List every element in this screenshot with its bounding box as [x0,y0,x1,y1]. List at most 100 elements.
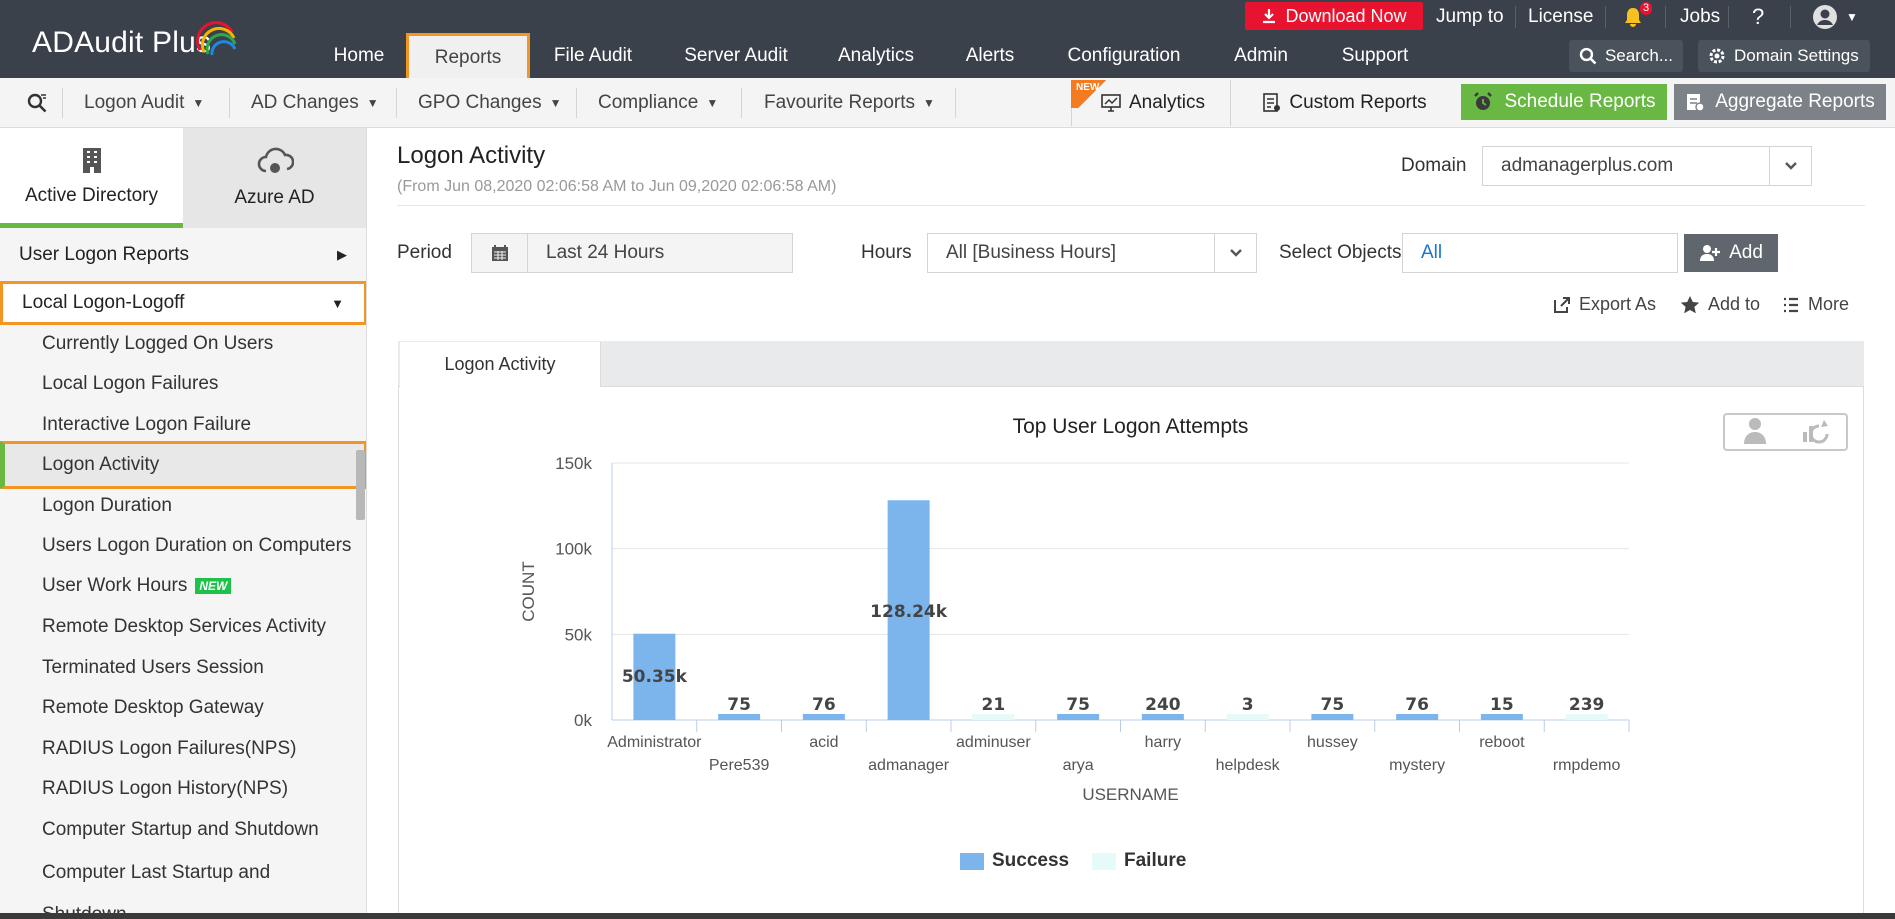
search-label: Search... [1604,46,1673,65]
legend-success[interactable]: Success [960,850,1069,872]
data-label: 15 [1490,695,1514,715]
sidebar-item-remote-desktop-gateway[interactable]: Remote Desktop Gateway [42,697,264,718]
subnav-gpo-changes[interactable]: GPO Changes ▼ [418,78,561,128]
chart-toolbar [1723,413,1848,451]
jobs-link[interactable]: Jobs [1680,6,1721,27]
nav-file-audit[interactable]: File Audit [553,45,633,66]
period-select[interactable]: Last 24 Hours [471,233,793,273]
x-tick-label: mystery [1389,757,1445,774]
nav-server-audit[interactable]: Server Audit [684,45,788,66]
section-local-logon-logoff[interactable]: Local Logon-Logoff ▼ [0,281,366,325]
chart-type-toggle-icon[interactable] [1801,416,1831,449]
more-button[interactable]: More [1782,294,1849,315]
user-view-icon[interactable] [1740,416,1770,449]
export-icon [1554,296,1570,313]
subnav-ad-changes[interactable]: AD Changes ▼ [251,78,379,128]
legend-swatch-success [960,852,984,870]
user-avatar-icon[interactable]: ▼ [1812,0,1858,34]
sidebar-item-radius-logon-history[interactable]: RADIUS Logon History(NPS) [42,778,289,799]
sidebar-item-logon-activity[interactable]: Logon Activity [42,454,160,475]
x-tick-label: acid [809,734,838,751]
legend-failure[interactable]: Failure [1092,850,1186,872]
nav-admin[interactable]: Admin [1234,45,1288,66]
subnav-favourite-reports[interactable]: Favourite Reports ▼ [764,78,935,128]
custom-reports-tab[interactable]: Custom Reports [1262,80,1428,126]
sidebar-item-logon-duration[interactable]: Logon Duration [42,495,172,516]
new-badge: NEW [195,578,232,594]
caret-down-icon: ▼ [549,96,562,110]
download-now-button[interactable]: Download Now [1245,2,1423,30]
building-icon [82,147,101,173]
bar-success [887,500,930,720]
sidebar: Active Directory Azure AD User Logon Rep… [0,128,367,919]
download-label: Download Now [1285,5,1407,26]
subnav-label: Compliance [598,92,699,113]
logon-attempts-chart: Top User Logon Attempts 0k 50k 100k 150k COUN… [519,415,1630,804]
chevron-down-icon [1769,147,1811,185]
jump-to-link[interactable]: Jump to [1436,6,1504,27]
divider [1665,6,1666,28]
analytics-tab[interactable]: Analytics [1100,80,1206,126]
sidebar-item-computer-startup-shutdown[interactable]: Computer Startup and Shutdown [42,819,319,840]
add-user-icon [1700,245,1721,261]
export-as-button[interactable]: Export As [1553,294,1656,315]
sidebar-item-interactive-logon-failure[interactable]: Interactive Logon Failure [42,414,252,435]
y-axis-title: COUNT [519,561,538,621]
sidebar-item-terminated-users-session[interactable]: Terminated Users Session [42,657,264,678]
divider [396,88,397,118]
domain-value: admanagerplus.com [1501,155,1674,176]
tab-logon-activity[interactable]: Logon Activity [400,342,601,387]
subnav-compliance[interactable]: Compliance ▼ [598,78,718,128]
section-user-logon-reports[interactable]: User Logon Reports ▶ [0,233,366,277]
bottom-strip [0,913,1895,919]
caret-right-icon: ▶ [337,247,347,262]
objects-value: All [1421,242,1443,263]
add-to-button[interactable]: Add to [1680,294,1760,315]
add-objects-button[interactable]: Add [1684,234,1778,272]
tab-azure-ad[interactable]: Azure AD [183,128,366,228]
calendar-icon[interactable] [472,234,528,272]
period-label: Period [397,242,452,263]
bar-success [1396,714,1439,720]
select-objects-input[interactable]: All [1402,233,1678,273]
divider [1605,6,1606,28]
sidebar-item-user-work-hours[interactable]: User Work Hours NEW [42,568,232,604]
x-tick-label: harry [1145,734,1181,751]
sidebar-scrollbar[interactable] [356,450,365,520]
schedule-reports-button[interactable]: Schedule Reports [1461,84,1667,120]
nav-home[interactable]: Home [333,45,385,66]
domain-settings-button[interactable]: Domain Settings [1698,40,1870,72]
sidebar-item-remote-desktop-services[interactable]: Remote Desktop Services Activity [42,616,327,637]
x-tick-label: reboot [1479,734,1525,751]
sidebar-item-users-logon-duration[interactable]: Users Logon Duration on Computers [42,535,352,556]
bell-icon[interactable] [1622,0,1644,34]
period-value: Last 24 Hours [546,242,665,263]
aggregate-reports-label: Aggregate Reports [1715,91,1875,112]
divider [1790,6,1791,28]
report-search-icon[interactable] [26,78,48,128]
subnav-logon-audit[interactable]: Logon Audit ▼ [84,78,204,128]
license-link[interactable]: License [1528,6,1594,27]
monitor-chart-icon [1101,94,1121,112]
nav-support[interactable]: Support [1341,45,1409,66]
custom-report-icon [1263,93,1281,112]
chevron-down-icon [1214,234,1256,272]
aggregate-reports-button[interactable]: Aggregate Reports [1674,84,1886,120]
hours-select[interactable]: All [Business Hours] [927,233,1257,273]
nav-reports[interactable]: Reports [406,33,530,79]
nav-analytics[interactable]: Analytics [837,45,915,66]
nav-alerts[interactable]: Alerts [965,45,1015,66]
y-tick-label: 50k [565,625,593,644]
nav-configuration[interactable]: Configuration [1067,45,1181,66]
global-search-button[interactable]: Search... [1569,40,1683,72]
sidebar-item-computer-last-startup[interactable]: Computer Last Startup and Shutdown [42,862,271,919]
chart-title: Top User Logon Attempts [1013,415,1249,438]
divider [741,88,742,118]
sidebar-item-radius-logon-failures[interactable]: RADIUS Logon Failures(NPS) [42,738,297,759]
sidebar-item-local-logon-failures[interactable]: Local Logon Failures [42,373,219,394]
app-logo[interactable]: ADAudit Plus [32,26,212,59]
tab-active-directory[interactable]: Active Directory [0,128,183,228]
sidebar-item-currently-logged-on-users[interactable]: Currently Logged On Users [42,333,274,354]
help-icon[interactable]: ? [1752,4,1765,29]
domain-select[interactable]: admanagerplus.com [1482,146,1812,186]
